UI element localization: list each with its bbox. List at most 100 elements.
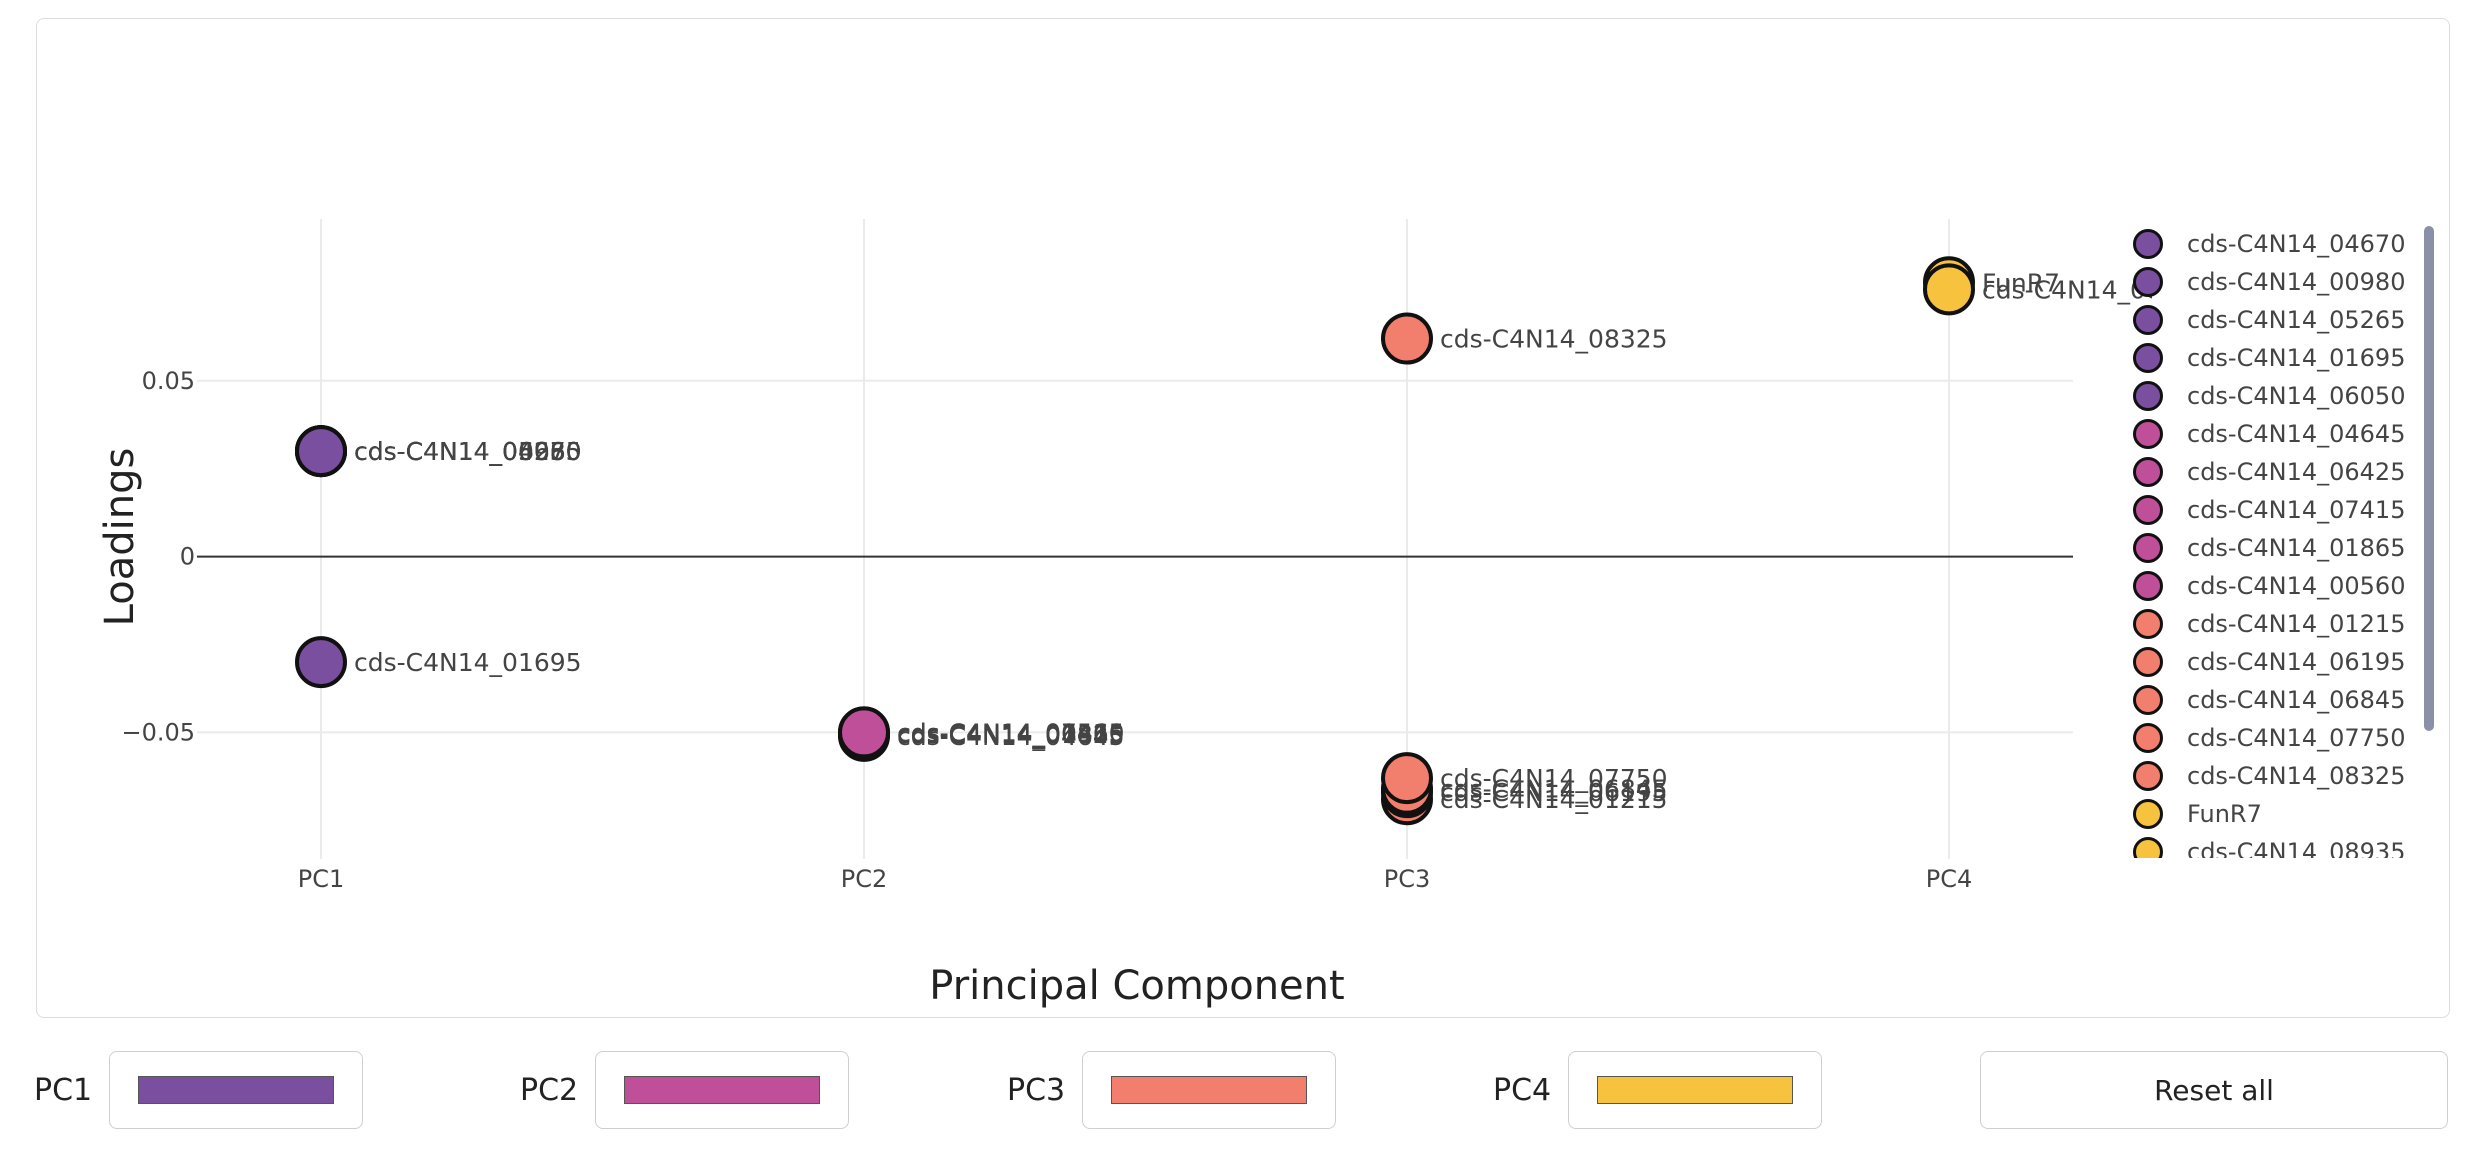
point-label: cds-C4N14_01695 [354,648,582,677]
legend-marker [2133,723,2163,753]
legend-label: cds-C4N14_06050 [2187,382,2406,410]
legend-marker [2133,647,2163,677]
legend-item[interactable]: cds-C4N14_04645 [2128,415,2405,453]
legend-label: cds-C4N14_05265 [2187,306,2406,334]
legend-item[interactable]: cds-C4N14_06050 [2128,377,2405,415]
legend-item[interactable]: cds-C4N14_01215 [2128,605,2405,643]
legend-label: cds-C4N14_08935 [2187,838,2406,858]
point-label: cds-C4N14_04645 [897,722,1125,751]
pc1-color-picker[interactable] [109,1051,363,1129]
legend-item[interactable]: cds-C4N14_06195 [2128,643,2405,681]
legend-label: cds-C4N14_01695 [2187,344,2406,372]
data-point-cds-c4n14-01695[interactable] [295,636,347,689]
legend-scrollbar[interactable] [2424,226,2434,731]
pc1-label: PC1 [34,1072,93,1108]
point-label: cds-C4N14_04670 [354,437,582,466]
legend-item[interactable]: cds-C4N14_05265 [2128,301,2405,339]
pc4-color-swatch [1597,1076,1793,1104]
legend-marker [2133,837,2163,858]
legend-item[interactable]: cds-C4N14_00560 [2128,567,2405,605]
data-point-cds-c4n14-08935[interactable] [1923,263,1975,316]
pc3-control: PC3 [1007,1051,1336,1129]
point-label: FunR7 [1982,268,2060,297]
legend-item[interactable]: cds-C4N14_08935 [2128,833,2405,858]
legend-marker [2133,495,2163,525]
loadings-plot[interactable]: 0.050−0.05 PC1 PC2 PC3 PC4 cds-C4N14_04670c… [37,19,2451,1019]
legend-marker [2133,305,2163,335]
legend-label: cds-C4N14_01865 [2187,534,2406,562]
legend-item[interactable]: cds-C4N14_06425 [2128,453,2405,491]
data-point-cds-c4n14-06050[interactable] [295,425,347,478]
point-label: cds-C4N14_08935 [1982,275,2210,304]
legend-item[interactable]: cds-C4N14_07750 [2128,719,2405,757]
x-tick-label-pc1: PC1 [298,865,345,893]
pc3-label: PC3 [1007,1072,1066,1108]
legend-label: cds-C4N14_01215 [2187,610,2406,638]
legend-label: cds-C4N14_00980 [2187,268,2406,296]
y-tick-label: 0.05 [142,367,195,395]
legend-item[interactable]: cds-C4N14_01865 [2128,529,2405,567]
point-label: cds-C4N14_07415 [897,718,1125,747]
legend-label: cds-C4N14_06845 [2187,686,2406,714]
point-label: cds-C4N14_01215 [1440,785,1668,814]
legend-label: cds-C4N14_08325 [2187,762,2406,790]
pc4-color-picker[interactable] [1568,1051,1822,1129]
legend-marker [2133,533,2163,563]
point-label: cds-C4N14_06050 [354,437,582,466]
data-point-cds-c4n14-00560[interactable] [838,706,890,759]
legend-label: FunR7 [2187,800,2262,828]
legend-label: cds-C4N14_00560 [2187,572,2406,600]
point-label: cds-C4N14_08325 [1440,325,1668,354]
legend-label: cds-C4N14_04670 [2187,230,2406,258]
legend-marker [2133,229,2163,259]
legend-label: cds-C4N14_07750 [2187,724,2406,752]
pc2-control: PC2 [520,1051,849,1129]
reset-all-button[interactable]: Reset all [1980,1051,2448,1129]
legend[interactable]: cds-C4N14_04670 cds-C4N14_00980 cds-C4N14_… [2128,225,2428,858]
legend-label: cds-C4N14_06425 [2187,458,2406,486]
legend-marker [2133,343,2163,373]
legend-item[interactable]: cds-C4N14_04670 [2128,225,2405,263]
data-point-cds-c4n14-08325[interactable] [1381,312,1433,365]
x-tick-label-pc3: PC3 [1384,865,1431,893]
point-label: cds-C4N14_06425 [897,720,1125,749]
color-controls: PC1 PC2 PC3 PC4 Reset all [0,1040,2476,1140]
y-tick-label: 0 [180,543,195,571]
pc4-label: PC4 [1493,1072,1552,1108]
pc1-color-swatch [138,1076,334,1104]
legend-marker [2133,685,2163,715]
pc2-label: PC2 [520,1072,579,1108]
x-axis-title: Principal Component [929,963,1344,1009]
legend-item[interactable]: FunR7 [2128,795,2262,833]
legend-marker [2133,799,2163,829]
y-axis-title: Loadings [97,448,143,627]
point-label: cds-C4N14_00560 [897,718,1125,747]
pc4-control: PC4 [1493,1051,1822,1129]
legend-item[interactable]: cds-C4N14_00980 [2128,263,2405,301]
legend-marker [2133,419,2163,449]
point-label: cds-C4N14_07750 [1440,764,1668,793]
legend-item[interactable]: cds-C4N14_08325 [2128,757,2405,795]
legend-label: cds-C4N14_06195 [2187,648,2406,676]
legend-label: cds-C4N14_07415 [2187,496,2406,524]
legend-item[interactable]: cds-C4N14_07415 [2128,491,2405,529]
point-label: cds-C4N14_06195 [1440,778,1668,807]
y-tick-label: −0.05 [121,718,195,746]
legend-item[interactable]: cds-C4N14_06845 [2128,681,2405,719]
legend-marker [2133,381,2163,411]
x-tick-label-pc2: PC2 [841,865,888,893]
pc3-color-picker[interactable] [1082,1051,1336,1129]
pc1-control: PC1 [34,1051,363,1129]
point-label: cds-C4N14_05265 [354,437,582,466]
point-label: cds-C4N14_01865 [897,720,1125,749]
pc2-color-picker[interactable] [595,1051,849,1129]
legend-marker [2133,571,2163,601]
chart-card: 0.05 0 −0.05 PC1 PC2 PC3 PC4 cds-C4N14_04670 c… [36,18,2450,1018]
pc3-color-swatch [1111,1076,1307,1104]
point-label: cds-C4N14_00980 [354,437,582,466]
legend-label: cds-C4N14_04645 [2187,420,2406,448]
data-point-cds-c4n14-07750[interactable] [1381,752,1433,805]
legend-item[interactable]: cds-C4N14_01695 [2128,339,2405,377]
pc2-color-swatch [624,1076,820,1104]
legend-marker [2133,457,2163,487]
